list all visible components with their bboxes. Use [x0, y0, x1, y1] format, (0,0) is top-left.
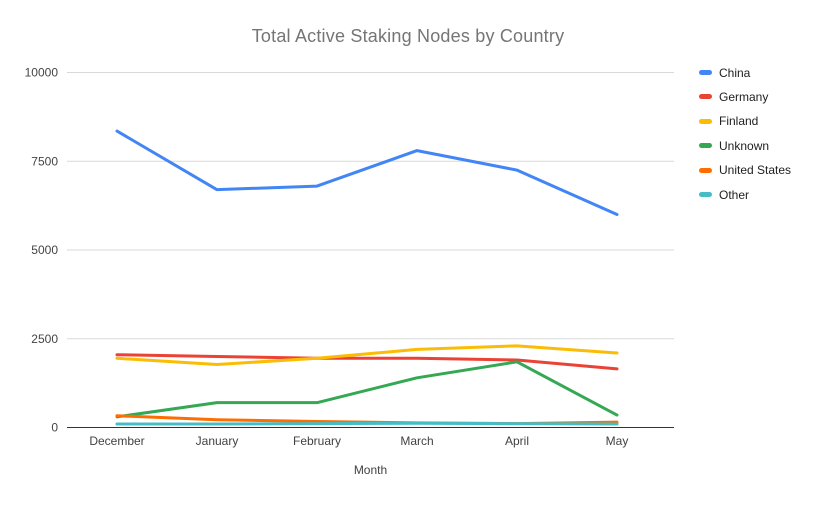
chart-title: Total Active Staking Nodes by Country [251, 26, 565, 46]
legend-swatch-icon [699, 167, 712, 173]
series-line-unknown[interactable] [115, 360, 619, 419]
legend-item-finland[interactable]: Finland [699, 113, 758, 129]
x-axis-tick-label: December [89, 434, 144, 448]
legend-swatch-icon [699, 192, 712, 197]
legend-item-united-states[interactable]: United States [699, 162, 791, 178]
x-axis-tick-label: February [293, 434, 341, 448]
legend-swatch-icon [699, 94, 712, 100]
x-axis-tick-label: April [505, 434, 529, 448]
y-axis-tick-label: 2500 [31, 332, 58, 346]
y-axis-tick-label: 10000 [25, 66, 59, 80]
y-axis-tick-label: 5000 [31, 243, 58, 257]
legend-swatch-icon [699, 118, 712, 124]
y-axis-tick-label: 0 [51, 421, 58, 435]
x-axis-title: Month [354, 463, 387, 477]
series-line-germany[interactable] [115, 353, 619, 371]
legend-swatch-icon [699, 143, 712, 149]
x-axis-tick-label: May [606, 434, 629, 448]
legend-item-unknown[interactable]: Unknown [699, 138, 769, 154]
legend-label: Germany [719, 89, 769, 104]
series-line-finland[interactable] [115, 344, 619, 366]
legend-swatch-icon [699, 70, 712, 75]
legend-item-china[interactable]: China [699, 65, 750, 81]
x-axis-tick-label: March [400, 434, 433, 448]
x-axis-tick-label: January [196, 434, 239, 448]
y-axis-tick-label: 7500 [31, 154, 58, 168]
legend-item-other[interactable]: Other [699, 187, 749, 203]
series-line-other[interactable] [115, 421, 619, 426]
legend-label: Other [719, 187, 750, 202]
legend-item-germany[interactable]: Germany [699, 89, 768, 105]
legend-label: United States [719, 163, 792, 178]
legend-label: Unknown [719, 138, 770, 153]
legend-label: China [719, 65, 751, 80]
legend-label: Finland [719, 114, 759, 129]
series-line-china[interactable] [115, 129, 619, 216]
